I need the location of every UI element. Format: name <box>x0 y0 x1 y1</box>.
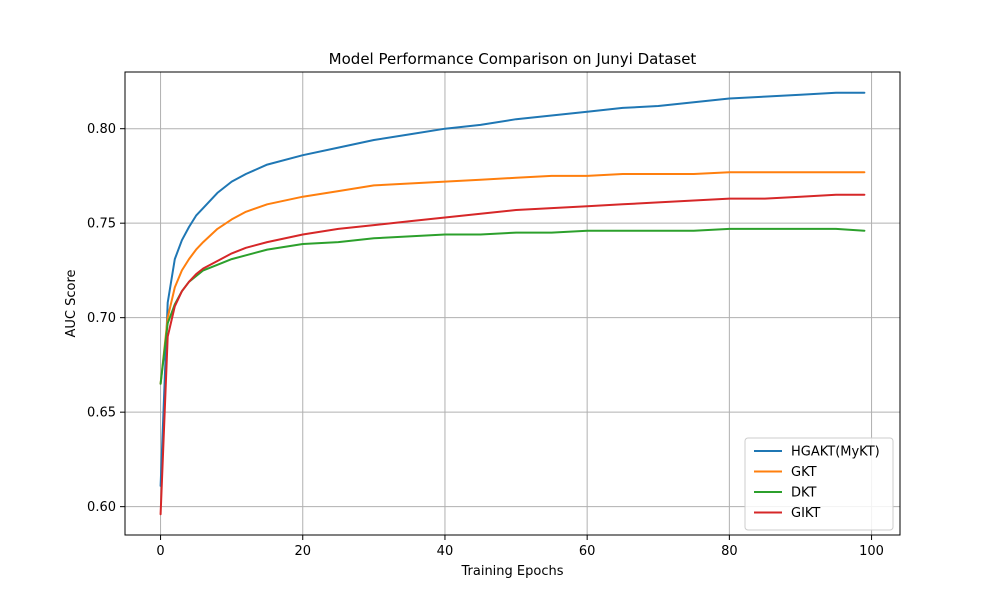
x-tick-label: 0 <box>156 544 164 559</box>
y-tick-label: 0.80 <box>87 122 116 137</box>
series-line-gkt <box>159 171 866 385</box>
x-axis-label: Training Epochs <box>460 564 563 579</box>
y-tick-label: 0.65 <box>87 406 116 421</box>
legend: HGAKT(MyKT) GKT DKT GIKT <box>744 437 894 531</box>
legend-label-gikt: GIKT <box>791 506 820 521</box>
y-tick-label: 0.70 <box>87 311 116 326</box>
legend-label-dkt: DKT <box>791 486 817 501</box>
plot-frame <box>124 71 901 536</box>
y-tick-label: 0.60 <box>87 500 116 515</box>
legend-label-gkt: GKT <box>791 465 817 480</box>
x-tick-label: 20 <box>294 544 311 559</box>
series-line-hgakt-mykt <box>159 91 866 487</box>
series-lines <box>159 91 866 516</box>
x-tick-label: 40 <box>437 544 454 559</box>
legend-label-hgakt-mykt: HGAKT(MyKT) <box>791 445 880 460</box>
x-tick-label: 60 <box>579 544 596 559</box>
grid-lines <box>125 72 900 535</box>
series-line-gikt <box>159 193 866 516</box>
y-axis-label: AUC Score <box>64 269 79 337</box>
legend-box <box>744 437 894 531</box>
x-tick-label: 80 <box>721 544 738 559</box>
chart-title: Model Performance Comparison on Junyi Da… <box>329 50 697 68</box>
series-line-dkt <box>159 227 866 385</box>
axis-ticks: 0 20 40 60 80 100 0.60 0.65 0.70 0.75 0.80 <box>87 122 884 559</box>
x-tick-label: 100 <box>859 544 884 559</box>
y-tick-label: 0.75 <box>87 217 116 232</box>
